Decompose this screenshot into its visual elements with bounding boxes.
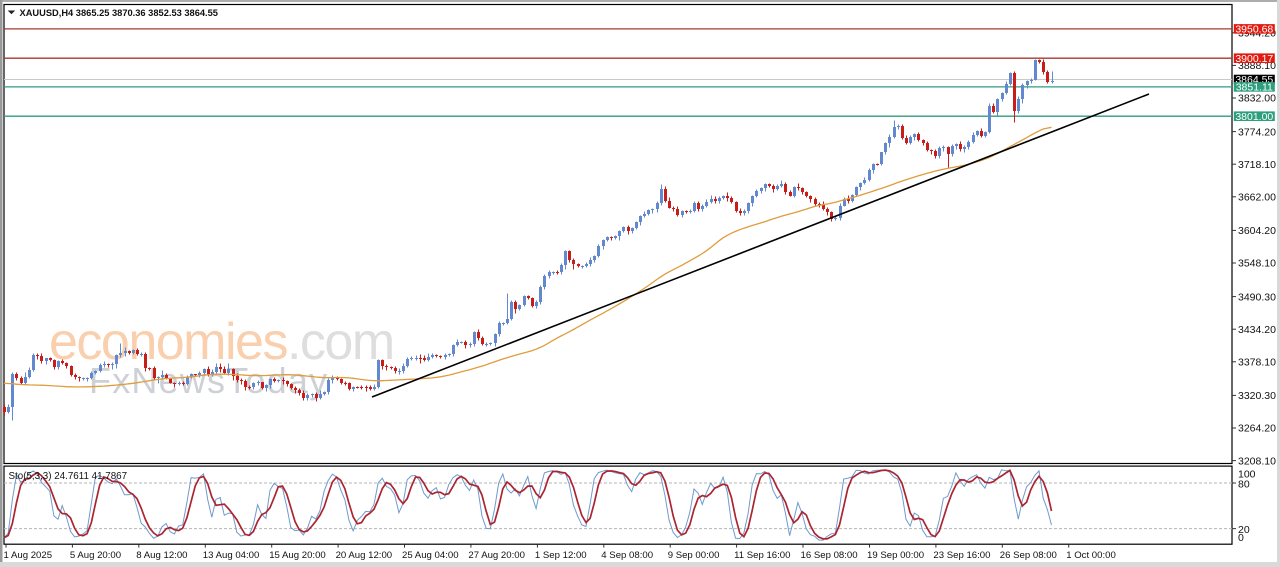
- svg-text:15 Aug 20:00: 15 Aug 20:00: [269, 550, 326, 561]
- svg-text:11 Sep 16:00: 11 Sep 16:00: [734, 550, 790, 561]
- svg-text:Sto(5,3,3) 24.7611 41.7867: Sto(5,3,3) 24.7611 41.7867: [9, 471, 128, 482]
- svg-text:3208.10: 3208.10: [1238, 455, 1276, 467]
- svg-text:3490.30: 3490.30: [1238, 291, 1276, 303]
- svg-text:3434.20: 3434.20: [1238, 324, 1276, 336]
- svg-text:13 Aug 04:00: 13 Aug 04:00: [203, 550, 260, 561]
- svg-text:1 Aug 2025: 1 Aug 2025: [4, 550, 53, 561]
- svg-text:25 Aug 04:00: 25 Aug 04:00: [402, 550, 459, 561]
- svg-text:1 Oct 00:00: 1 Oct 00:00: [1066, 550, 1116, 561]
- svg-text:3604.20: 3604.20: [1238, 225, 1276, 237]
- svg-text:3718.10: 3718.10: [1238, 159, 1276, 171]
- svg-text:3548.10: 3548.10: [1238, 258, 1276, 270]
- svg-text:3264.20: 3264.20: [1238, 423, 1276, 435]
- svg-text:3320.30: 3320.30: [1238, 390, 1276, 402]
- svg-text:3774.20: 3774.20: [1238, 126, 1276, 138]
- svg-text:3950.68: 3950.68: [1235, 24, 1273, 36]
- svg-text:26 Sep 08:00: 26 Sep 08:00: [1000, 550, 1057, 561]
- svg-text:3900.17: 3900.17: [1235, 53, 1273, 65]
- svg-text:20 Aug 12:00: 20 Aug 12:00: [336, 550, 393, 561]
- svg-text:XAUUSD,H4 3865.25 3870.36 385: XAUUSD,H4 3865.25 3870.36 3852.53 3864.5…: [20, 8, 218, 18]
- svg-text:0: 0: [1238, 532, 1244, 544]
- svg-text:100: 100: [1238, 469, 1256, 481]
- svg-text:80: 80: [1238, 478, 1250, 490]
- svg-text:3832.00: 3832.00: [1238, 93, 1276, 105]
- svg-text:23 Sep 16:00: 23 Sep 16:00: [933, 550, 990, 561]
- svg-text:19 Sep 00:00: 19 Sep 00:00: [867, 550, 924, 561]
- svg-text:16 Sep 08:00: 16 Sep 08:00: [801, 550, 858, 561]
- svg-text:4 Sep 08:00: 4 Sep 08:00: [601, 550, 653, 561]
- svg-text:27 Aug 20:00: 27 Aug 20:00: [468, 550, 525, 561]
- svg-text:9 Sep 00:00: 9 Sep 00:00: [668, 550, 720, 561]
- svg-text:1 Sep 12:00: 1 Sep 12:00: [535, 550, 587, 561]
- svg-text:3378.10: 3378.10: [1238, 357, 1276, 369]
- svg-text:3801.00: 3801.00: [1235, 111, 1273, 123]
- svg-text:3888.10: 3888.10: [1238, 60, 1276, 72]
- svg-text:20: 20: [1238, 524, 1250, 536]
- svg-text:3662.00: 3662.00: [1238, 192, 1276, 204]
- svg-text:FxNewsToday: FxNewsToday: [89, 360, 328, 401]
- svg-text:3851.11: 3851.11: [1236, 82, 1273, 94]
- svg-text:5 Aug 20:00: 5 Aug 20:00: [70, 550, 121, 561]
- svg-text:8 Aug 12:00: 8 Aug 12:00: [136, 550, 187, 561]
